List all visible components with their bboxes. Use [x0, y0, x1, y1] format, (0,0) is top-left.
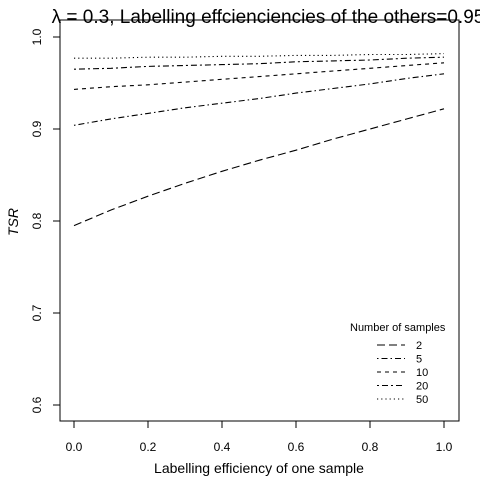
y-tick-label: 0.9 [30, 120, 44, 137]
chart-title: λ = 0.3, Labelling effcienciencies of th… [52, 7, 480, 28]
series-line-5 [73, 73, 445, 126]
x-tick-label: 0.8 [362, 440, 379, 454]
legend-label-10: 10 [416, 367, 428, 379]
y-tick-label: 0.6 [30, 396, 44, 413]
series-line-10 [73, 62, 445, 90]
y-axis-label: TSR [5, 208, 21, 236]
x-tick-label: 1.0 [436, 440, 453, 454]
legend-title: Number of samples [350, 322, 446, 334]
legend-label-20: 20 [416, 381, 428, 393]
x-tick-label: 0.6 [288, 440, 305, 454]
series-line-50 [74, 53, 445, 59]
legend-label-5: 5 [416, 354, 422, 366]
y-tick-label: 1.0 [30, 28, 44, 45]
x-axis-label: Labelling efficiency of one sample [154, 460, 364, 476]
series-lines [73, 53, 445, 227]
legend-label-50: 50 [416, 394, 428, 406]
y-tick-label: 0.7 [30, 304, 44, 321]
series-line-20 [73, 56, 445, 70]
y-axis: 0.6 0.7 0.8 0.9 1.0 [30, 28, 60, 413]
x-tick-label: 0.4 [214, 440, 231, 454]
x-tick-label: 0.2 [140, 440, 157, 454]
legend-label-2: 2 [416, 340, 422, 352]
y-tick-label: 0.8 [30, 212, 44, 229]
plot-frame [59, 19, 460, 422]
x-axis: 0.0 0.2 0.4 0.6 0.8 1.0 [66, 421, 453, 454]
series-line-2 [73, 108, 445, 227]
x-tick-label: 0.0 [66, 440, 83, 454]
